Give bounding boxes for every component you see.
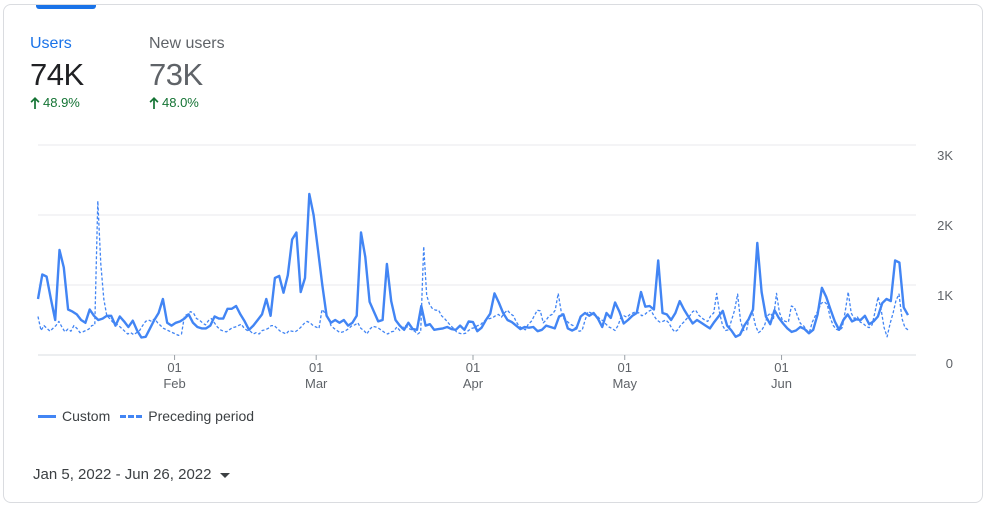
y-tick-label: 3K (937, 148, 953, 163)
metric-tab-new-users[interactable]: New users 73K 48.0% (149, 34, 225, 111)
x-tick-month-label: Apr (463, 376, 484, 391)
metric-label: Users (30, 35, 72, 52)
metric-tab-users[interactable]: Users 74K 48.9% (30, 34, 84, 111)
x-tick-day-label: 01 (309, 360, 323, 375)
y-tick-label: 1K (937, 288, 953, 303)
legend-swatch-dashed (120, 414, 143, 418)
users-overview-card (3, 4, 983, 503)
metric-value: 74K (30, 57, 84, 92)
metric-change-value: 48.0% (162, 95, 199, 110)
x-tick-month-label: Jun (771, 376, 792, 391)
x-tick-month-label: May (612, 376, 637, 391)
active-tab-indicator (36, 5, 96, 9)
x-tick-day-label: 01 (618, 360, 632, 375)
metric-change: 48.9% (30, 95, 84, 111)
chart-legend: Custom Preceding period (38, 408, 264, 424)
chart-series (36, 192, 910, 339)
series-line-custom (36, 192, 910, 339)
date-range-label: Jan 5, 2022 - Jun 26, 2022 (33, 466, 212, 483)
y-tick-label: 0 (946, 356, 953, 371)
chart-gridlines (38, 144, 916, 356)
arrow-up-icon (30, 97, 40, 109)
legend-item-custom[interactable]: Custom (38, 408, 110, 424)
metric-value: 73K (149, 57, 203, 92)
x-tick-month-label: Mar (305, 376, 328, 391)
metric-change-value: 48.9% (43, 95, 80, 110)
y-tick-label: 2K (937, 218, 953, 233)
caret-down-icon (220, 473, 231, 478)
legend-swatch-solid (38, 414, 56, 418)
date-range-selector[interactable]: Jan 5, 2022 - Jun 26, 2022 (33, 466, 231, 483)
x-tick-day-label: 01 (167, 360, 181, 375)
x-tick-day-label: 01 (774, 360, 788, 375)
legend-item-preceding-period[interactable]: Preceding period (120, 408, 254, 424)
metric-label: New users (149, 35, 225, 52)
x-tick-month-label: Feb (163, 376, 185, 391)
legend-label-custom: Custom (62, 408, 111, 424)
x-tick-day-label: 01 (466, 360, 480, 375)
metric-change: 48.0% (149, 95, 225, 111)
legend-label-preceding-period: Preceding period (148, 408, 255, 424)
series-line-preceding-period (37, 200, 909, 338)
arrow-up-icon (149, 97, 159, 109)
